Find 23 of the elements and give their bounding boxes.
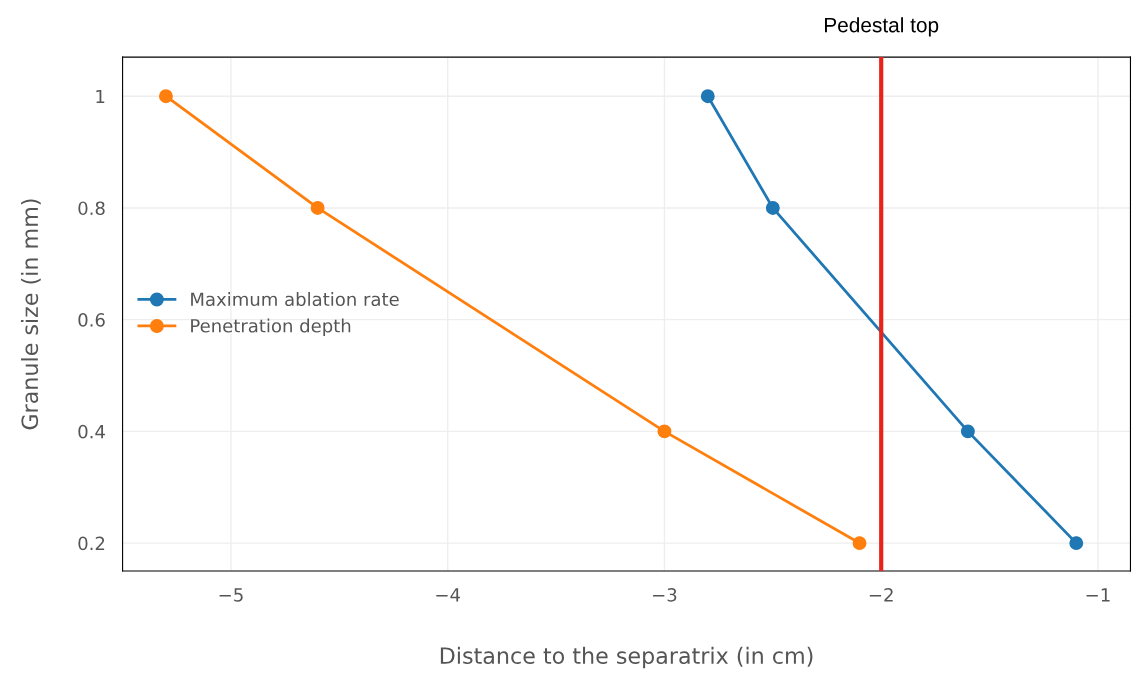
point	[1069, 536, 1084, 551]
x-tick-label: −5	[219, 588, 243, 602]
x-axis-title: Distance to the separatrix (in cm)	[440, 646, 813, 669]
point	[765, 200, 780, 215]
point	[960, 424, 975, 439]
x-tick-label: −3	[653, 588, 677, 602]
x-tick-label: −4	[436, 588, 460, 602]
x-tick-label: −1	[1086, 588, 1110, 602]
y-tick-label: 0.2	[78, 536, 105, 551]
point	[700, 89, 715, 104]
point	[657, 424, 672, 439]
y-tick-label: 0.8	[78, 201, 105, 216]
legend-label: Maximum ablation rate	[191, 292, 399, 307]
legend-label: Penetration depth	[191, 318, 351, 337]
x-tick-label: −2	[869, 588, 893, 602]
point	[158, 89, 173, 104]
y-tick-label: 1	[96, 89, 105, 104]
y-tick-label: 0.6	[78, 313, 105, 327]
point	[310, 200, 325, 215]
ref-line-label: Pedestal top	[825, 17, 939, 37]
y-axis-title: Granule size (in mm)	[20, 199, 41, 430]
point	[852, 536, 867, 551]
y-tick-label: 0.4	[78, 424, 105, 439]
